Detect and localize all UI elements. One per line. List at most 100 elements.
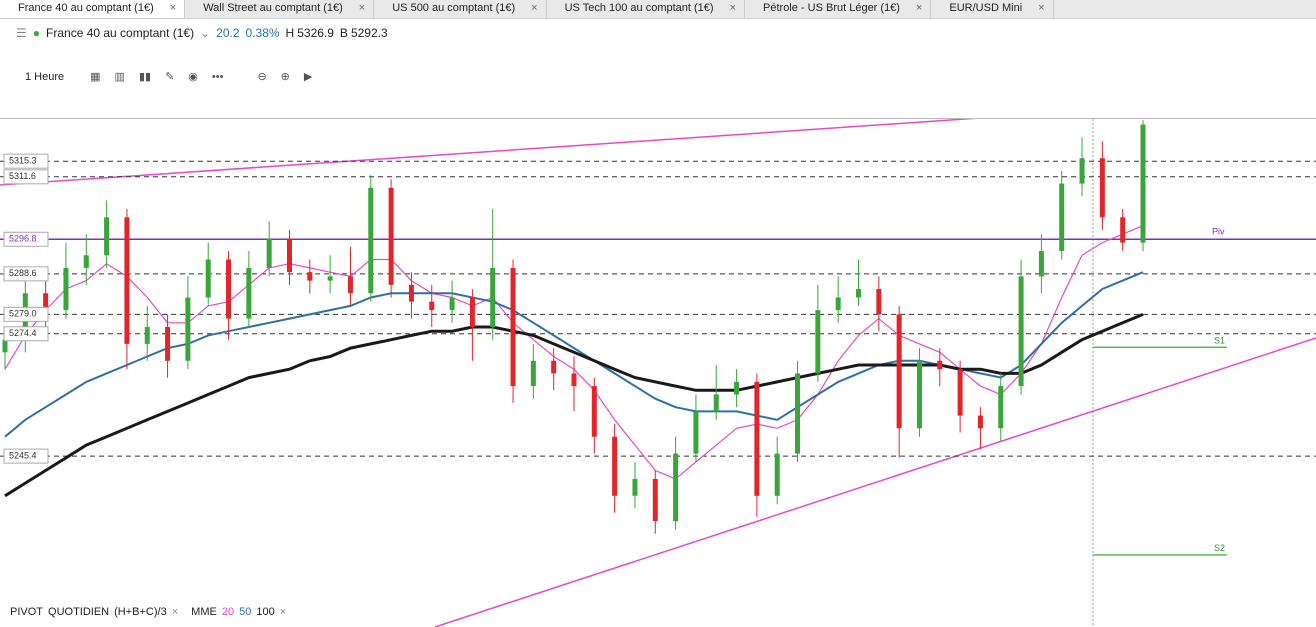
candle-body [957,369,963,416]
candle-body [226,259,232,319]
tab[interactable]: Wall Street au comptant (1€) × [185,0,375,18]
support-name: S2 [1214,543,1225,553]
quote-bar: ☰ ● France 40 au comptant (1€) ⌄ 20.2 0.… [0,20,1316,46]
divider [0,18,1316,19]
candle-body [937,360,943,370]
trendline [0,119,977,186]
candle-body [876,289,882,315]
candle-body [185,297,191,361]
close-tab[interactable]: × [358,2,366,14]
moving-average [4,271,1144,438]
close-tab[interactable]: × [1038,2,1045,14]
tab[interactable]: France 40 au comptant (1€) × [0,0,186,18]
level-tag [3,326,49,342]
candle-body [1059,183,1065,252]
status-dot: ● [32,26,41,40]
candle-body [469,297,475,328]
candle-body [734,381,740,395]
tab[interactable]: Pétrole - US Brut Léger (1€) × [745,0,932,18]
candle-body [2,339,8,353]
level-tag [3,231,49,247]
candle-body [977,415,983,429]
moving-average [4,313,1144,498]
icon[interactable]: ▦ [90,71,101,83]
candle-body [287,238,292,273]
timeframe[interactable]: 1 Heure [25,70,65,83]
icon[interactable]: ••• [211,70,224,83]
candle-body [1079,158,1085,184]
candle-body [754,381,760,496]
candle-body [368,187,374,294]
divider [0,118,1316,119]
high-label: H [285,26,295,40]
candle-body [632,478,638,496]
candle-body [998,386,1004,429]
tab-label: France 40 au comptant (1€) [18,2,154,14]
level-label: 5279.0 [9,309,37,319]
close-tab[interactable]: × [729,2,737,14]
icon[interactable]: ◉ [188,71,198,83]
menu-icon[interactable]: ☰ [16,26,27,40]
candle-body [815,310,821,374]
tab-label: EUR/USD Mini [949,2,1023,14]
tab[interactable]: EUR/USD Mini × [931,0,1054,18]
candle-body [1018,276,1024,387]
label: 100 [256,606,275,618]
icon[interactable]: ▮▮ [138,71,152,83]
candle-body [673,453,679,522]
candle-body [1099,158,1105,218]
tab[interactable]: US Tech 100 au comptant (1€) × [547,0,746,18]
candle-body [652,478,658,522]
toolbar: 1 Heure ▦ ▥ ▮▮ ✎ ◉ ••• ⊖ ⊕ ▶ [25,70,313,84]
tab-label: Pétrole - US Brut Léger (1€) [763,2,900,14]
candle-body [347,276,353,294]
label: PIVOT [10,606,44,618]
label: MME [191,606,217,618]
low: 5292.3 [350,26,388,40]
close[interactable]: × [279,606,287,618]
candle-body [307,272,313,281]
label: 50 [239,606,252,618]
icon[interactable]: ⊖ [257,71,267,83]
instrument[interactable]: France 40 au comptant (1€) [46,26,195,40]
dropdown[interactable]: ⌄ [200,26,211,40]
candle-body [856,289,861,298]
close[interactable]: × [171,606,179,618]
close-tab[interactable]: × [531,2,538,14]
level-label: 5296.8 [9,234,37,244]
tab[interactable]: US 500 au comptant (1€) × [374,0,547,18]
candle-body [266,238,272,268]
label: 20 [221,606,235,618]
tab-label: US Tech 100 au comptant (1€) [564,2,714,14]
support-name: S1 [1214,336,1225,346]
low-label: B [339,26,348,40]
level-tag [3,169,49,185]
icon[interactable]: ▥ [114,71,125,83]
candle-body [429,301,435,311]
label: QUOTIDIEN [48,606,110,618]
candle-body [205,259,211,298]
icon[interactable]: ⊕ [280,71,290,83]
candle-body [449,297,455,311]
candle-body [835,297,841,311]
candle-body [43,293,49,311]
level-label: 5288.6 [9,268,37,278]
close-tab[interactable]: × [169,2,177,14]
candle-body [774,453,780,496]
icon[interactable]: ✎ [165,71,175,83]
level-tag [3,306,49,322]
candle-body [551,360,557,374]
close-tab[interactable]: × [915,2,923,14]
candle-body [530,360,536,387]
icon[interactable]: ▶ [303,71,313,83]
candle-body [795,373,801,454]
candle-body [612,436,618,496]
level-tag [3,153,49,169]
candle-body [916,360,922,429]
candle-body [896,314,902,429]
label: (H+B+C)/3 [114,606,167,618]
level-tag [3,266,49,282]
candle-body [327,276,333,281]
change: 20.2 [216,26,240,40]
tab-bar: France 40 au comptant (1€) × Wall Street a… [0,0,1316,18]
